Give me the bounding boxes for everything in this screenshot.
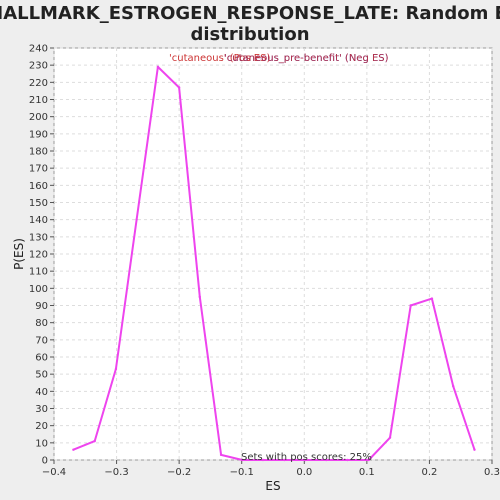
y-tick-label: 220 <box>29 78 48 89</box>
data-point <box>324 458 328 462</box>
y-tick-label: 150 <box>29 198 48 209</box>
y-tick-label: 10 <box>35 438 48 449</box>
data-point <box>114 367 118 371</box>
y-tick-label: 130 <box>29 232 48 243</box>
data-point <box>135 218 138 221</box>
y-tick-label: 20 <box>35 421 48 432</box>
data-point <box>388 436 392 439</box>
y-tick-label: 240 <box>29 44 48 55</box>
y-tick-label: 160 <box>29 181 48 192</box>
y-tick-label: 140 <box>29 215 48 226</box>
y-tick-label: 40 <box>35 387 48 398</box>
y-tick-label: 200 <box>29 112 48 123</box>
y-tick-label: 210 <box>29 95 48 106</box>
legend-pos-es: 'cutaneous' (Pos ES) <box>169 53 270 64</box>
x-tick-label: −0.4 <box>42 467 66 478</box>
data-point <box>261 458 265 462</box>
y-tick-label: 230 <box>29 61 48 72</box>
x-tick-label: −0.3 <box>104 467 128 478</box>
y-axis: 0 10 20 30 40 50 60 70 80 90 100 110 120 130 140 150 160… <box>29 44 54 467</box>
y-tick-label: 100 <box>29 284 48 295</box>
x-tick-label: 0.3 <box>484 467 500 478</box>
y-tick-label: 90 <box>35 301 48 312</box>
data-point <box>409 304 412 307</box>
y-tick-label: 120 <box>29 250 48 261</box>
data-point <box>219 453 223 457</box>
legend-neg-es-overlap: 'cutaneous_pre-benefit' (Neg ES) <box>224 53 389 64</box>
y-tick-label: 190 <box>29 129 48 140</box>
x-tick-label: −0.1 <box>230 467 254 478</box>
data-point <box>241 458 244 462</box>
x-axis: −0.4 −0.3 −0.2 −0.1 0.0 0.1 0.2 0.3 <box>42 460 500 478</box>
y-tick-label: 180 <box>29 147 48 158</box>
y-tick-label: 60 <box>35 353 48 364</box>
data-point <box>156 65 160 69</box>
y-axis-label: P(ES) <box>12 238 26 270</box>
legend-neg-es: 'cutaneous_pre-benefit' (Neg ES) <box>224 53 389 64</box>
x-tick-label: −0.2 <box>167 467 191 478</box>
data-point <box>198 295 201 299</box>
x-tick-label: 0.1 <box>359 467 375 478</box>
data-point <box>177 86 181 89</box>
pos-scores-annotation: Sets with pos scores: 25% <box>241 452 372 463</box>
y-tick-label: 110 <box>29 267 48 278</box>
data-point <box>304 458 307 462</box>
data-point <box>283 458 286 462</box>
y-tick-label: 80 <box>35 318 48 329</box>
y-tick-label: 50 <box>35 370 48 381</box>
data-point <box>93 439 96 443</box>
data-point <box>72 448 75 451</box>
data-point <box>473 448 476 451</box>
y-tick-label: 70 <box>35 335 48 346</box>
es-distribution-line <box>73 65 476 461</box>
x-axis-label: ES <box>265 479 280 493</box>
y-tick-label: 0 <box>42 456 48 467</box>
series-layer <box>72 65 476 462</box>
data-point <box>367 458 370 462</box>
chart-title-line2: distribution <box>190 24 309 45</box>
data-point <box>430 297 434 300</box>
data-point <box>452 384 455 388</box>
data-point <box>346 458 349 462</box>
y-tick-label: 30 <box>35 404 48 415</box>
y-tick-label: 170 <box>29 164 48 175</box>
chart-title-line1: HALLMARK_ESTROGEN_RESPONSE_LATE: Random … <box>0 3 500 24</box>
x-tick-label: 0.0 <box>296 467 312 478</box>
x-tick-label: 0.2 <box>421 467 437 478</box>
